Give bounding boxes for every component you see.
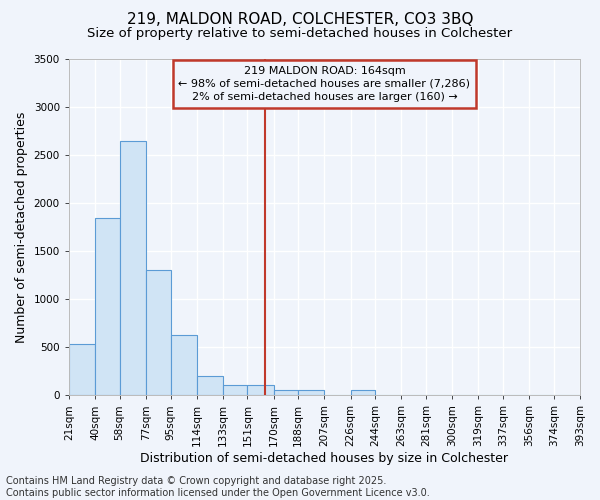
Bar [197, 376, 223, 396]
Bar [146, 270, 170, 396]
Bar [350, 390, 375, 396]
Bar [95, 218, 119, 396]
Bar [69, 344, 95, 396]
Text: Size of property relative to semi-detached houses in Colchester: Size of property relative to semi-detach… [88, 28, 512, 40]
X-axis label: Distribution of semi-detached houses by size in Colchester: Distribution of semi-detached houses by … [140, 452, 508, 465]
Bar [170, 335, 197, 396]
Text: 219 MALDON ROAD: 164sqm
← 98% of semi-detached houses are smaller (7,286)
2% of : 219 MALDON ROAD: 164sqm ← 98% of semi-de… [178, 66, 470, 102]
Bar [247, 384, 274, 396]
Bar [119, 140, 146, 396]
Text: 219, MALDON ROAD, COLCHESTER, CO3 3BQ: 219, MALDON ROAD, COLCHESTER, CO3 3BQ [127, 12, 473, 28]
Bar [223, 384, 247, 396]
Text: Contains HM Land Registry data © Crown copyright and database right 2025.
Contai: Contains HM Land Registry data © Crown c… [6, 476, 430, 498]
Y-axis label: Number of semi-detached properties: Number of semi-detached properties [15, 112, 28, 343]
Bar [274, 390, 298, 396]
Bar [298, 390, 325, 396]
